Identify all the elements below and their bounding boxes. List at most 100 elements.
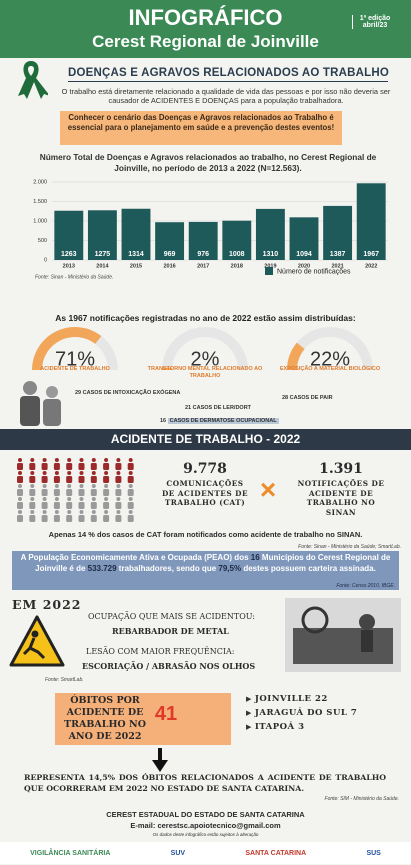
person-head	[42, 471, 47, 475]
city-item: ▶ ITAPOÁ 3	[246, 722, 305, 732]
city-bullet: ▶	[246, 722, 255, 731]
person-body	[78, 502, 85, 509]
person-body	[17, 502, 23, 509]
bar	[255, 208, 285, 260]
person-body	[17, 489, 23, 496]
person-body	[115, 463, 122, 470]
case-item: 29 CASOS DE INTOXICAÇÃO EXÓGENA	[75, 390, 180, 396]
factory-illustration	[285, 598, 401, 672]
injury-label: LESÃO COM MAIOR FREQUÊNCIA:	[86, 647, 235, 656]
bar-value-label: 1094	[296, 251, 312, 258]
person-body	[66, 463, 73, 470]
person-head	[18, 510, 22, 514]
bar	[87, 210, 117, 260]
person-body	[66, 489, 73, 496]
person-head	[18, 497, 22, 501]
warning-sign	[9, 615, 65, 667]
person-head	[67, 497, 72, 501]
person-body	[41, 489, 48, 496]
person-head	[91, 484, 96, 488]
person-head	[128, 510, 133, 514]
logo: SANTA CATARINA	[245, 849, 307, 857]
person-head	[128, 497, 133, 501]
year-title: EM 2022	[12, 597, 82, 612]
person-head	[116, 458, 121, 462]
person-head	[116, 497, 121, 501]
case-label: CASOS DE LER/DORT	[192, 405, 252, 411]
person-head	[30, 471, 35, 475]
sinan-label: NOTIFICAÇÕES DE ACIDENTE DE TRABALHO NO …	[297, 479, 385, 517]
person-body	[127, 476, 134, 483]
workers-illustration	[20, 381, 61, 426]
intro-text: O trabalho está diretamente relacionado …	[61, 87, 391, 105]
bar	[323, 205, 353, 260]
city-count: 7	[350, 708, 358, 718]
case-count: 28	[282, 395, 289, 401]
person-body	[53, 502, 60, 509]
down-arrow	[152, 748, 168, 772]
bar-value-label: 1310	[263, 251, 279, 258]
person-body	[29, 476, 36, 483]
person-body	[90, 489, 97, 496]
case-count: 16	[160, 418, 167, 424]
peao-text-4: destes possuem carteira assinada.	[243, 563, 376, 573]
person-head	[54, 484, 59, 488]
deaths-total: 41	[154, 703, 178, 725]
person-head	[30, 458, 35, 462]
gauge-track	[162, 327, 248, 371]
person-body	[66, 515, 73, 522]
city-name: JOINVILLE	[254, 694, 312, 704]
peao-text-1: A População Economicamente Ativa e Ocupa…	[20, 553, 249, 562]
case-item: 28 CASOS DE PAIR	[282, 395, 333, 401]
chart-source: Fonte: Sinan - Ministério da Saúde.	[35, 274, 113, 280]
city-bullet: ▶	[246, 694, 255, 703]
person-head	[91, 471, 96, 475]
person-head	[91, 458, 96, 462]
person-body	[90, 476, 97, 483]
case-count: 21	[185, 405, 192, 411]
bar-value-label: 1275	[95, 251, 111, 258]
logo: SUS	[366, 849, 381, 857]
y-tick-label: 500	[38, 238, 47, 244]
person-head	[30, 510, 35, 514]
city-item: ▶ JOINVILLE 22	[246, 694, 328, 704]
person-body	[78, 489, 85, 496]
edition: 1ª edição abril/23	[352, 15, 397, 29]
peao-source: Fonte: Censo 2010, IBGE.	[336, 583, 395, 589]
person-head	[79, 484, 84, 488]
legend-swatch	[265, 267, 273, 275]
person-head	[128, 471, 133, 475]
bar	[188, 221, 218, 260]
gauge-label: ACIDENTE DE TRABALHO	[40, 366, 110, 372]
occupation: REBARBADOR DE METAL	[112, 626, 229, 636]
bar	[289, 217, 319, 260]
y-tick-label: 1.500	[33, 199, 47, 205]
person-body	[66, 476, 73, 483]
person-body	[103, 502, 110, 509]
year-source: Fonte: SmartLab.	[45, 677, 84, 683]
person-head	[104, 471, 109, 475]
person-head	[67, 471, 72, 475]
x-tick-label: 2017	[197, 263, 209, 269]
person-head	[91, 510, 96, 514]
person-body	[53, 476, 60, 483]
person-head	[79, 497, 84, 501]
person-body	[41, 515, 48, 522]
person-head	[42, 510, 47, 514]
person-body	[29, 463, 36, 470]
person-head	[79, 471, 84, 475]
y-tick-label: 0	[44, 257, 47, 263]
person-body	[78, 476, 85, 483]
person-head	[18, 458, 22, 462]
person-body	[29, 489, 36, 496]
highlight-box: Conhecer o cenário das Doenças e Agravos…	[60, 111, 342, 145]
injury: ESCORIAÇÃO / ABRASÃO NOS OLHOS	[82, 661, 256, 671]
city-bullet: ▶	[246, 708, 255, 717]
logo: SUV	[170, 849, 186, 857]
case-item: 21 CASOS DE LER/DORT	[185, 405, 251, 411]
edition-date: abril/23	[362, 22, 388, 29]
person-head	[30, 484, 35, 488]
person-head	[54, 497, 59, 501]
cat-label: COMUNICAÇÕES DE ACIDENTES DE TRABALHO (C…	[161, 479, 249, 507]
person-head	[67, 510, 72, 514]
